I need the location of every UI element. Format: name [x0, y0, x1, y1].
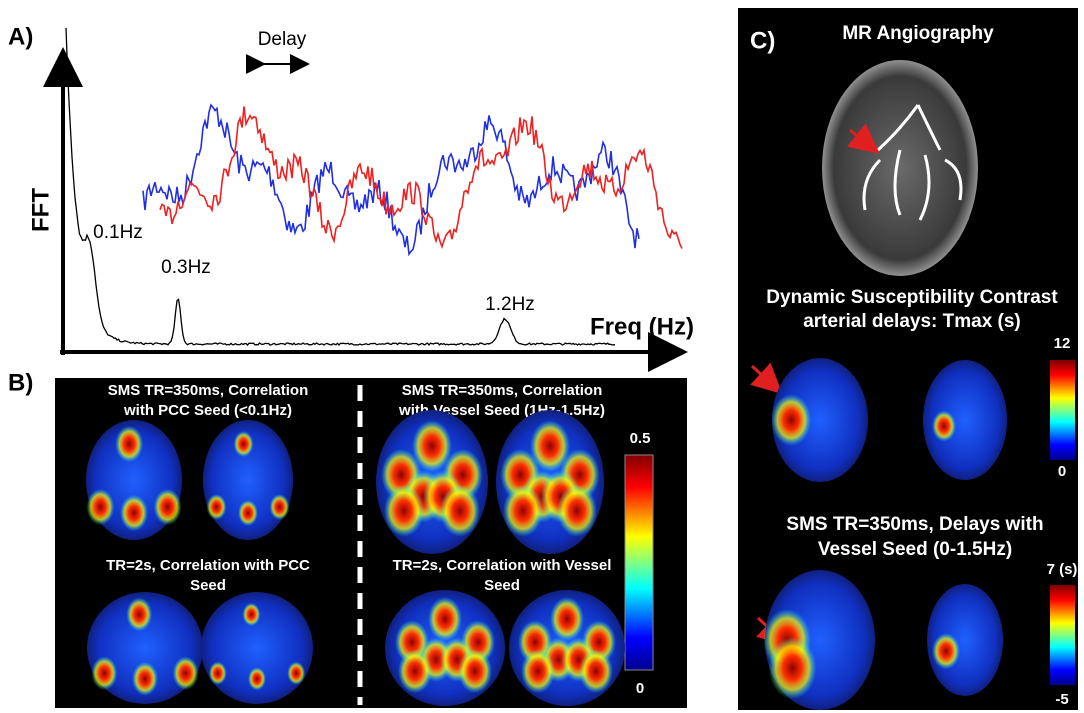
activation	[207, 494, 227, 520]
activation	[270, 494, 290, 520]
caption: SMS TR=350ms, Correlation	[402, 382, 602, 399]
colorbar-max: 7 (s)	[1047, 561, 1078, 578]
activation	[91, 656, 117, 690]
caption: TR=2s, Correlation with PCC	[106, 557, 310, 574]
colorbar	[1050, 360, 1075, 460]
activation	[458, 649, 492, 693]
activation	[428, 597, 462, 641]
activation	[154, 489, 182, 525]
caption: Seed	[484, 577, 520, 594]
activation	[173, 656, 199, 690]
caption: with PCC Seed (<0.1Hz)	[123, 402, 292, 419]
image-title: Vessel Seed (0-1.5Hz)	[818, 539, 1012, 560]
activation	[932, 633, 960, 669]
image-title: Dynamic Susceptibility Contrast	[766, 287, 1058, 308]
activation	[234, 431, 254, 457]
activation	[503, 485, 543, 537]
colorbar	[1050, 585, 1075, 685]
figure: A) FFT Freq (Hz) Delay 0.1Hz 0.3Hz 1.2Hz…	[0, 0, 1084, 713]
activation	[398, 649, 432, 693]
colorbar-min: -5	[1055, 691, 1068, 708]
activation	[412, 420, 452, 472]
caption: Seed	[190, 577, 226, 594]
colorbar-max: 12	[1054, 335, 1071, 352]
time-series	[66, 28, 682, 345]
activation	[550, 597, 584, 641]
panel-label: B)	[8, 369, 33, 396]
activation	[384, 485, 424, 537]
panel-label: C)	[750, 27, 775, 54]
activation	[248, 667, 266, 690]
colorbar-min: 0	[636, 680, 644, 697]
activation	[115, 426, 143, 462]
activation	[209, 662, 227, 685]
activation	[769, 637, 817, 699]
caption: TR=2s, Correlation with Vessel	[393, 557, 612, 574]
x-axis-label: Freq (Hz)	[590, 313, 694, 340]
activation	[120, 495, 148, 531]
colorbar-min: 0	[1058, 463, 1066, 480]
image-title: SMS TR=350ms, Delays with	[786, 514, 1043, 535]
activation	[557, 485, 597, 537]
colorbar	[625, 455, 653, 670]
activation	[530, 420, 570, 472]
colorbar-max: 0.5	[630, 430, 651, 447]
panel-label: A)	[8, 23, 33, 50]
activation	[932, 410, 956, 441]
trace	[143, 105, 639, 254]
activation	[86, 489, 114, 525]
peak-label: 0.3Hz	[161, 257, 211, 278]
image-title: arterial delays: Tmax (s)	[803, 311, 1021, 332]
activation	[579, 649, 613, 693]
image-title: MR Angiography	[842, 23, 994, 44]
delay-label: Delay	[258, 29, 307, 50]
activation	[287, 662, 305, 685]
peak-label: 0.1Hz	[93, 222, 143, 243]
activation	[771, 394, 811, 446]
activation	[521, 649, 555, 693]
peak-label: 1.2Hz	[485, 294, 535, 315]
activation	[238, 500, 258, 526]
caption: SMS TR=350ms, Correlation	[108, 382, 308, 399]
activation	[126, 598, 152, 632]
y-axis-label: FFT	[27, 188, 54, 232]
activation	[242, 603, 260, 626]
activation	[440, 485, 480, 537]
activation	[132, 662, 158, 696]
